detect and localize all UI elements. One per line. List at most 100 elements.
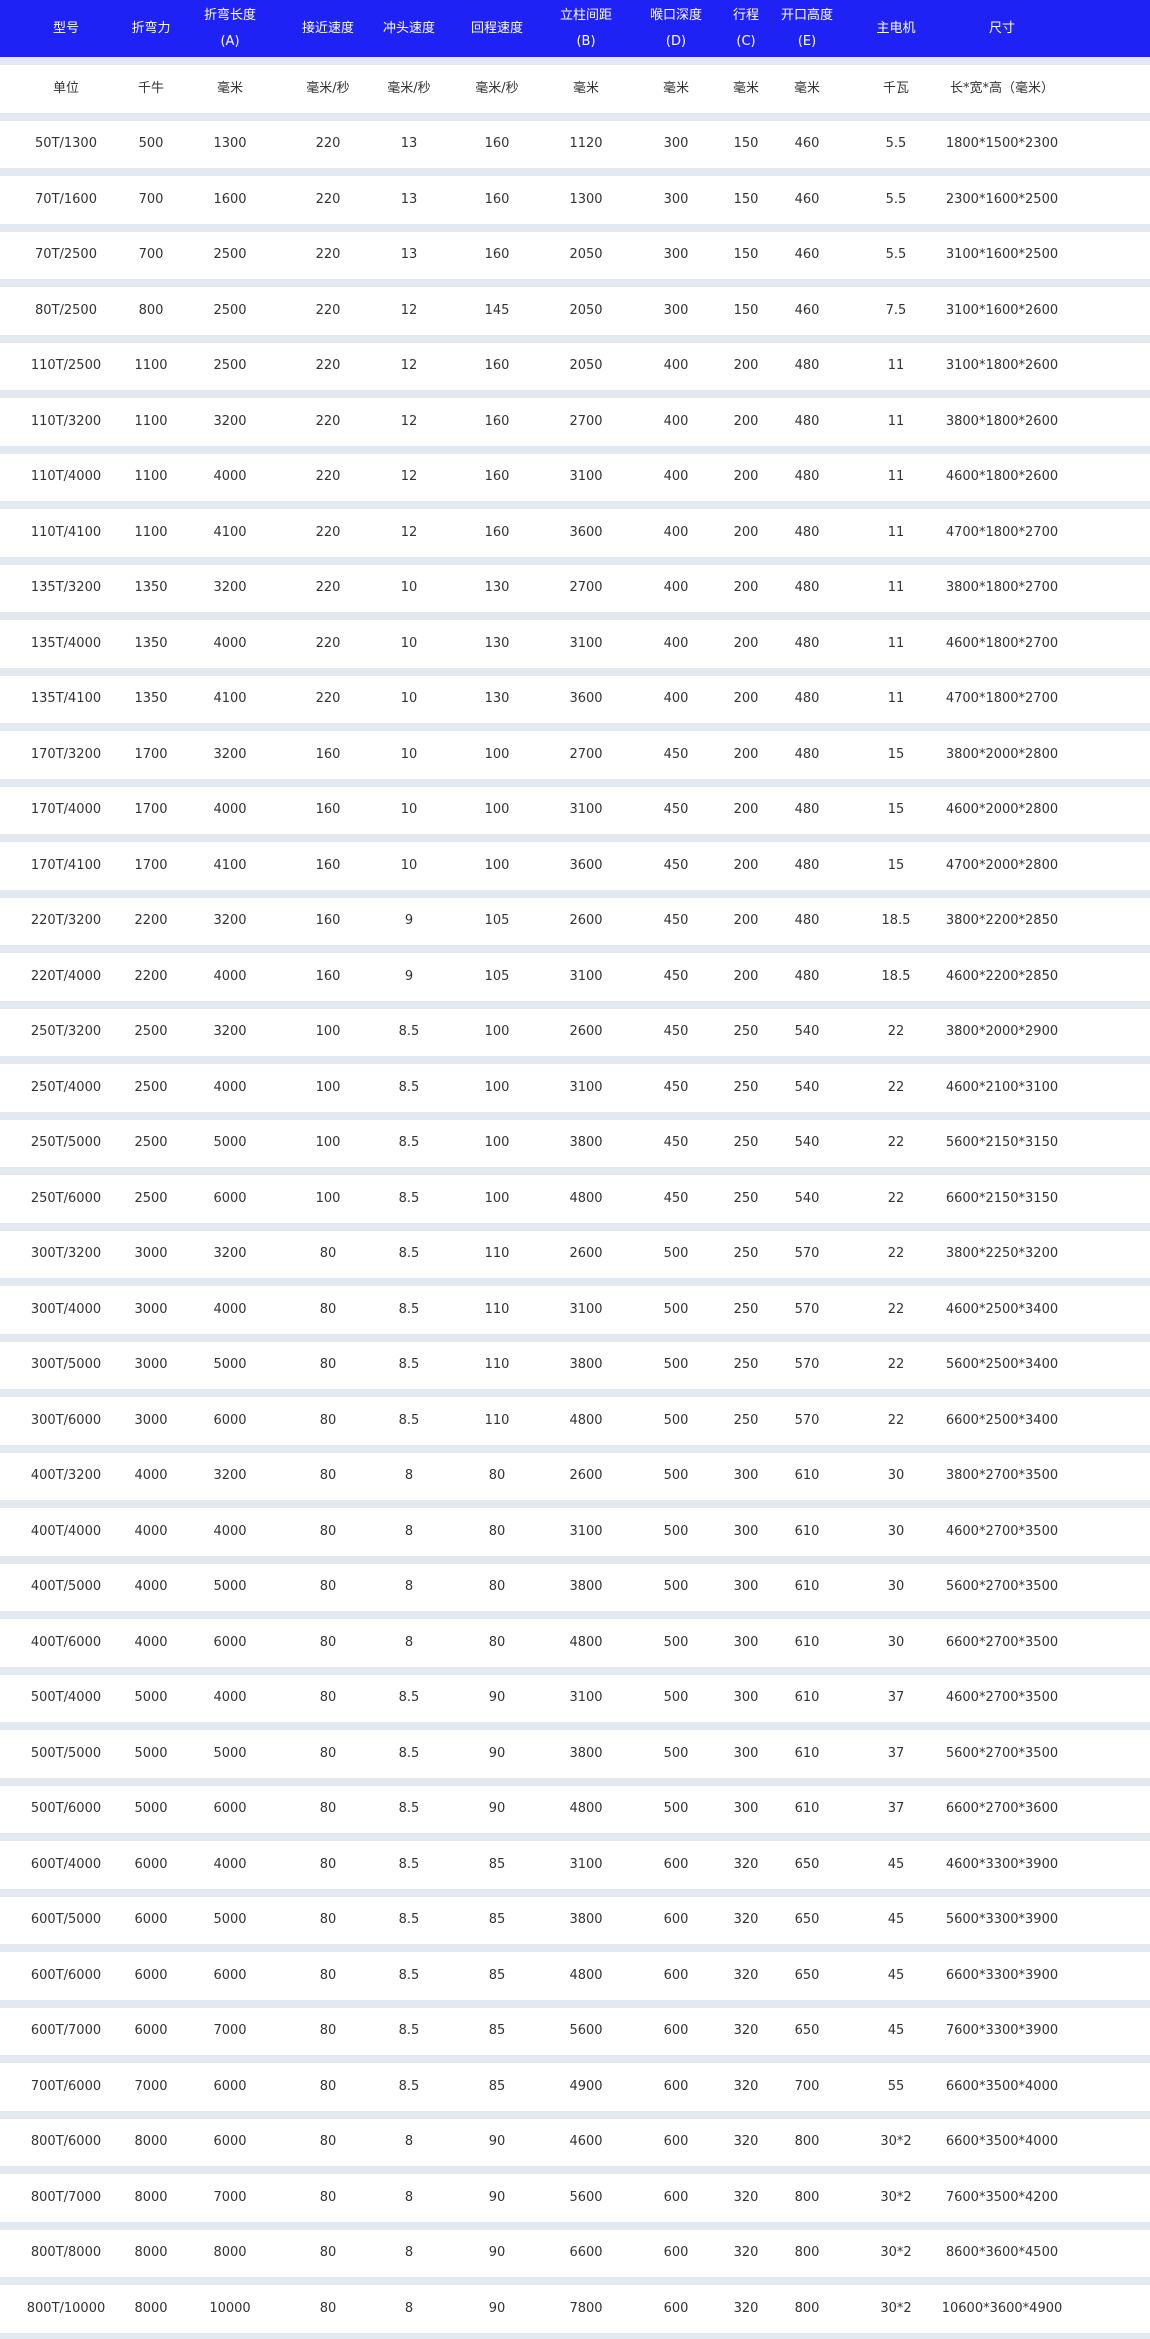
cell-ram-speed: 10 <box>400 802 418 818</box>
cell-dimensions: 3800*2200*2850 <box>945 913 1059 929</box>
cell-stroke: 250 <box>733 1246 759 1262</box>
cell-throat-depth: 300 <box>663 247 689 263</box>
table-row: 300T/5000 3000 5000 80 8.5 110 3800 500 250 570 22… <box>0 1333 1150 1389</box>
cell-open-height: 460 <box>794 302 820 318</box>
cell-motor: 千瓦 <box>882 80 910 96</box>
cell-dimensions: 4700*1800*2700 <box>945 691 1059 707</box>
cell-force: 8000 <box>134 2189 168 2205</box>
cell-bend-length: 4100 <box>213 857 247 873</box>
header-text: (B) <box>576 33 596 49</box>
table-row: 800T/8000 8000 8000 80 8 90 6600 600 320 800 30*2 8… <box>0 2221 1150 2277</box>
cell-stroke: 250 <box>733 1357 759 1373</box>
cell-open-height: 460 <box>794 136 820 152</box>
cell-throat-depth: 500 <box>663 1745 689 1761</box>
cell-model: 400T/5000 <box>30 1579 102 1595</box>
cell-open-height: 480 <box>794 968 820 984</box>
cell-force: 5000 <box>134 1745 168 1761</box>
cell-column-distance: 2700 <box>569 413 603 429</box>
cell-dimensions: 8600*3600*4500 <box>945 2245 1059 2261</box>
cell-bend-length: 5000 <box>213 1135 247 1151</box>
cell-ram-speed: 12 <box>400 469 418 485</box>
cell-return-speed: 85 <box>488 2078 506 2094</box>
cell-column-distance: 3100 <box>569 1523 603 1539</box>
cell-force: 1700 <box>134 746 168 762</box>
cell-throat-depth: 500 <box>663 1301 689 1317</box>
cell-model: 600T/7000 <box>30 2023 102 2039</box>
cell-open-height: 800 <box>794 2134 820 2150</box>
cell-column-distance: 2700 <box>569 580 603 596</box>
cell-column-distance: 3600 <box>569 524 603 540</box>
cell-column-distance: 4800 <box>569 1412 603 1428</box>
cell-model: 250T/4000 <box>30 1079 102 1095</box>
cell-motor: 45 <box>887 2023 905 2039</box>
cell-column-distance: 5600 <box>569 2023 603 2039</box>
cell-force: 2200 <box>134 968 168 984</box>
cell-return-speed: 80 <box>488 1468 506 1484</box>
cell-dimensions: 4600*2000*2800 <box>945 802 1059 818</box>
cell-model: 50T/1300 <box>35 136 97 152</box>
cell-return-speed: 80 <box>488 1579 506 1595</box>
cell-model: 170T/4100 <box>30 857 102 873</box>
cell-force: 6000 <box>134 1912 168 1928</box>
cell-column-distance: 3800 <box>569 1357 603 1373</box>
cell-ram-speed: 8 <box>404 1468 414 1484</box>
cell-bend-length: 5000 <box>213 1745 247 1761</box>
cell-stroke: 150 <box>733 247 759 263</box>
cell-bend-length: 3200 <box>213 913 247 929</box>
cell-bend-length: 4000 <box>213 1301 247 1317</box>
header-stroke: 行程 (C) <box>733 6 759 52</box>
table-row: 70T/2500 700 2500 220 13 160 2050 300 150 460 5.5 3… <box>0 223 1150 279</box>
cell-open-height: 650 <box>794 1967 820 1983</box>
cell-stroke: 200 <box>733 968 759 984</box>
header-force: 折弯力 <box>131 19 170 39</box>
cell-approach-speed: 220 <box>315 191 341 207</box>
cell-approach-speed: 160 <box>315 802 341 818</box>
cell-bend-length: 3200 <box>213 413 247 429</box>
cell-throat-depth: 450 <box>663 913 689 929</box>
cell-column-distance: 6600 <box>569 2245 603 2261</box>
cell-motor: 5.5 <box>885 136 907 152</box>
cell-throat-depth: 500 <box>663 1690 689 1706</box>
table-row: 110T/4100 1100 4100 220 12 160 3600 400 200 480 11… <box>0 501 1150 557</box>
header-text: 折弯长度 <box>203 7 257 23</box>
header-approach-speed: 接近速度 <box>302 19 354 39</box>
cell-motor: 11 <box>887 358 905 374</box>
cell-column-distance: 3100 <box>569 1301 603 1317</box>
cell-column-distance: 4800 <box>569 1967 603 1983</box>
header-text: 回程速度 <box>470 20 524 36</box>
cell-approach-speed: 80 <box>319 1690 337 1706</box>
cell-approach-speed: 80 <box>319 1357 337 1373</box>
cell-open-height: 540 <box>794 1135 820 1151</box>
header-text: (E) <box>797 33 817 49</box>
cell-force: 3000 <box>134 1246 168 1262</box>
table-row: 600T/4000 6000 4000 80 8.5 85 3100 600 320 650 45 4… <box>0 1833 1150 1889</box>
cell-motor: 45 <box>887 1856 905 1872</box>
cell-motor: 45 <box>887 1967 905 1983</box>
table-row: 600T/7000 6000 7000 80 8.5 85 5600 600 320 650 45 7… <box>0 1999 1150 2055</box>
cell-ram-speed: 8.5 <box>398 2023 420 2039</box>
table-row: 250T/3200 2500 3200 100 8.5 100 2600 450 250 540 2… <box>0 1000 1150 1056</box>
cell-bend-length: 6000 <box>213 1801 247 1817</box>
cell-approach-speed: 220 <box>315 358 341 374</box>
units-row: 单位 千牛 毫米 毫米/秒 毫米/秒 毫米/秒 毫米 毫米 毫米 毫米 千瓦 长*宽*高（毫米） <box>0 57 1150 113</box>
cell-throat-depth: 400 <box>663 635 689 651</box>
cell-open-height: 480 <box>794 358 820 374</box>
cell-model: 单位 <box>52 80 80 96</box>
cell-dimensions: 5600*2700*3500 <box>945 1579 1059 1595</box>
cell-dimensions: 6600*2700*3500 <box>945 1634 1059 1650</box>
cell-open-height: 480 <box>794 857 820 873</box>
cell-throat-depth: 500 <box>663 1468 689 1484</box>
cell-bend-length: 3200 <box>213 1024 247 1040</box>
cell-model: 250T/5000 <box>30 1135 102 1151</box>
cell-stroke: 300 <box>733 1745 759 1761</box>
cell-force: 700 <box>138 247 164 263</box>
cell-approach-speed: 80 <box>319 1468 337 1484</box>
cell-approach-speed: 80 <box>319 2300 337 2316</box>
cell-stroke: 250 <box>733 1301 759 1317</box>
cell-dimensions: 6600*3500*4000 <box>945 2078 1059 2094</box>
cell-open-height: 480 <box>794 635 820 651</box>
cell-force: 2500 <box>134 1135 168 1151</box>
cell-bend-length: 4100 <box>213 524 247 540</box>
cell-stroke: 250 <box>733 1412 759 1428</box>
table-row: 250T/5000 2500 5000 100 8.5 100 3800 450 250 540 2… <box>0 1111 1150 1167</box>
